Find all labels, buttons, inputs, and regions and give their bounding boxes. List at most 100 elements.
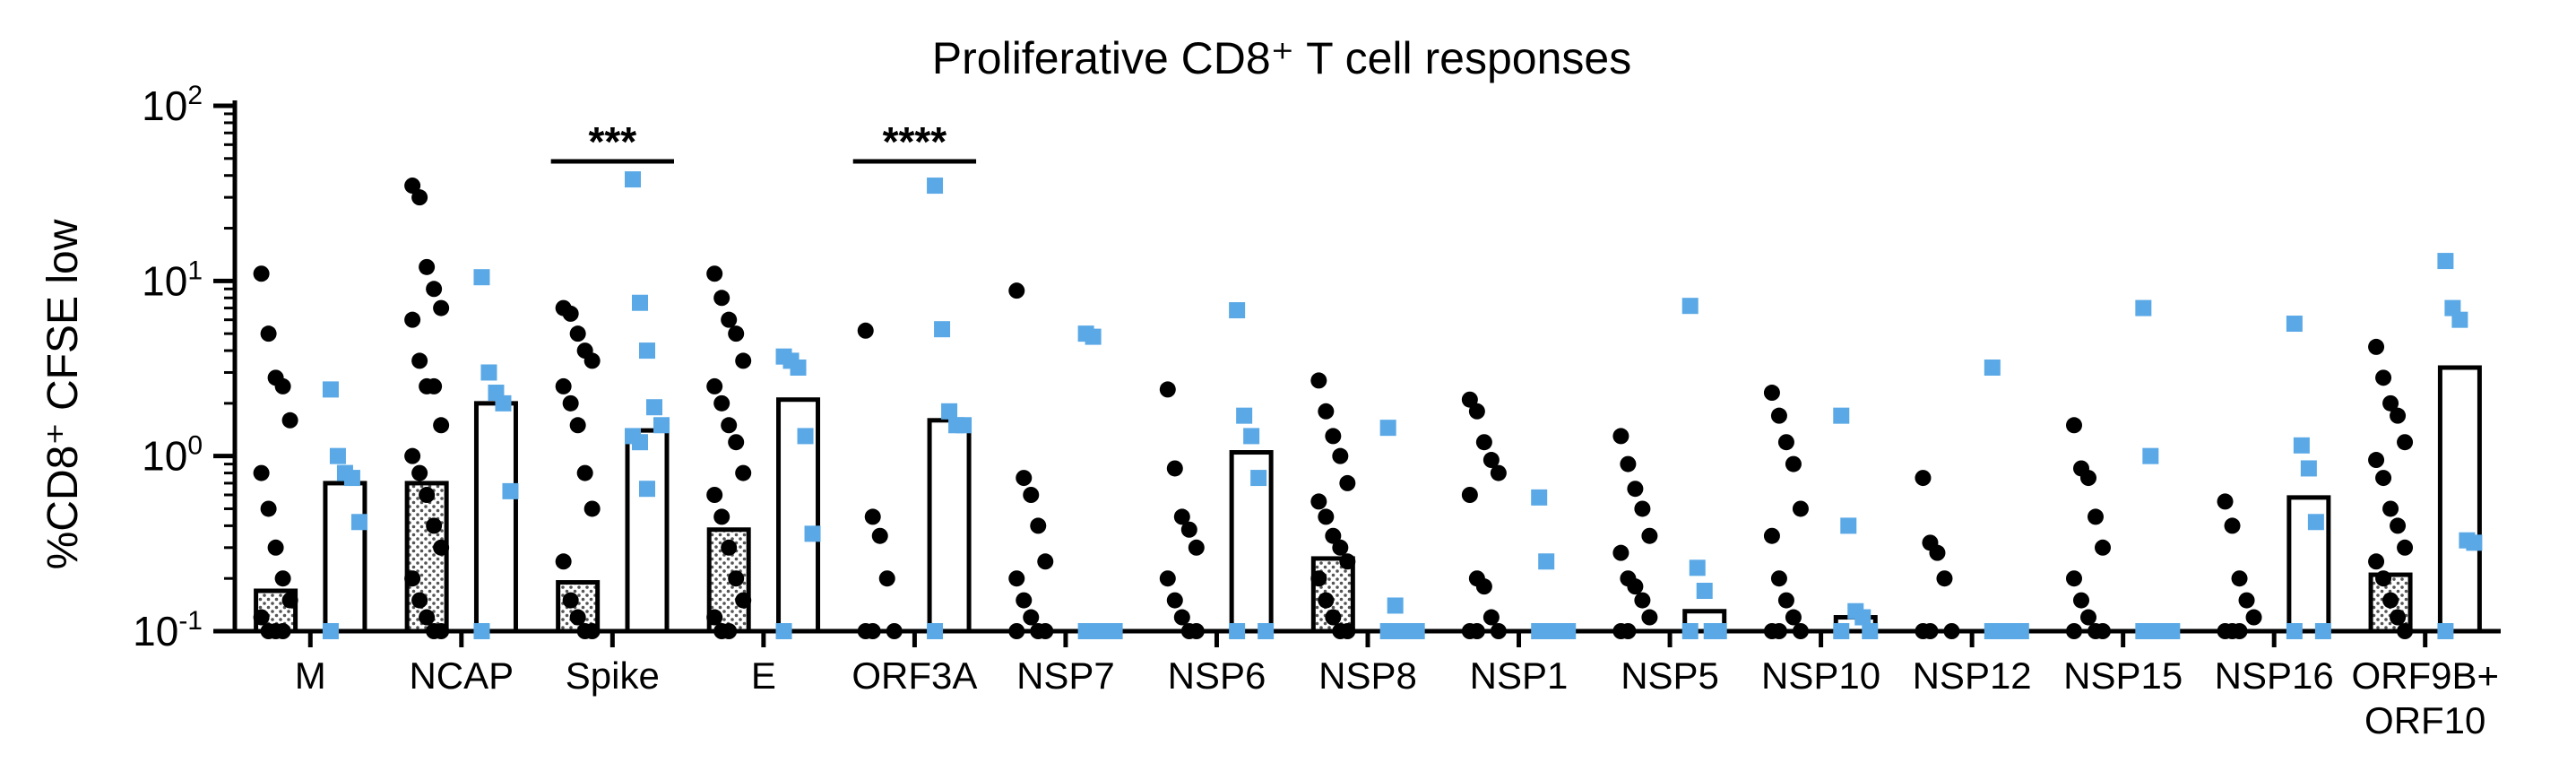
- x-tick-label-3: E: [751, 654, 776, 697]
- point-s1-6: [1258, 623, 1275, 639]
- point-s1-6: [1229, 302, 1246, 319]
- point-s0-7: [1325, 428, 1342, 445]
- point-s0-3: [735, 352, 752, 369]
- point-s0-0: [274, 570, 291, 587]
- point-s0-10: [1792, 500, 1809, 517]
- point-s0-14: [2368, 338, 2385, 355]
- point-s0-5: [1030, 517, 1047, 534]
- point-s0-4: [878, 570, 895, 587]
- chart-title: Proliferative CD8⁺ T cell responses: [932, 33, 1631, 83]
- point-s0-3: [721, 623, 738, 639]
- point-s0-5: [1008, 282, 1025, 299]
- point-s1-3: [790, 359, 807, 376]
- point-s0-13: [2245, 609, 2262, 626]
- point-s0-4: [886, 623, 903, 639]
- point-s1-7: [1387, 597, 1404, 614]
- point-s1-7: [1379, 420, 1396, 437]
- point-s0-10: [1770, 407, 1787, 424]
- point-s0-12: [2073, 592, 2089, 609]
- point-s1-2: [632, 294, 648, 311]
- significance-label-0: ***: [588, 118, 636, 165]
- point-s1-5: [1077, 623, 1094, 639]
- point-s0-5: [1037, 623, 1054, 639]
- point-s0-9: [1612, 544, 1629, 561]
- point-s0-3: [706, 487, 723, 504]
- point-s1-5: [1106, 623, 1123, 639]
- point-s0-12: [2088, 508, 2104, 525]
- point-s1-8: [1531, 623, 1548, 639]
- point-s0-10: [1763, 527, 1780, 544]
- point-s0-2: [562, 394, 579, 412]
- bar-s1-0: [323, 481, 367, 634]
- point-s0-5: [1008, 623, 1025, 639]
- y-tick-label-0: 10-1: [133, 606, 203, 654]
- point-s0-5: [1008, 570, 1025, 587]
- point-s0-3: [721, 539, 738, 556]
- point-s0-13: [2224, 517, 2241, 534]
- point-s1-9: [1681, 623, 1699, 639]
- point-s0-5: [1023, 609, 1040, 626]
- point-s1-12: [2164, 623, 2181, 639]
- point-s1-6: [1229, 623, 1246, 639]
- point-s1-10: [1854, 609, 1871, 626]
- point-s0-12: [2066, 623, 2082, 639]
- point-s0-4: [857, 322, 874, 339]
- y-tick-label-3: 102: [142, 81, 203, 129]
- x-tick-label-11: NSP12: [1913, 654, 2032, 697]
- point-s0-8: [1475, 578, 1492, 595]
- point-s0-7: [1339, 623, 1356, 639]
- x-tick-label-12: NSP15: [2063, 654, 2183, 697]
- point-s0-9: [1641, 609, 1658, 626]
- point-s1-10: [1833, 407, 1850, 424]
- point-s0-7: [1310, 372, 1327, 389]
- point-s1-1: [473, 623, 490, 639]
- point-s0-14: [2397, 434, 2414, 451]
- point-s0-1: [404, 570, 421, 587]
- point-s0-4: [864, 623, 881, 639]
- x-tick-label-7: NSP8: [1318, 654, 1417, 697]
- point-s0-2: [562, 305, 579, 322]
- point-s0-0: [274, 623, 291, 639]
- point-s1-4: [927, 178, 944, 195]
- point-s0-3: [713, 290, 730, 307]
- point-s0-1: [404, 178, 421, 195]
- point-s1-1: [495, 394, 512, 412]
- point-s0-0: [267, 539, 284, 556]
- point-s0-2: [562, 592, 579, 609]
- point-s0-11: [1922, 623, 1939, 639]
- point-s0-2: [569, 417, 586, 434]
- point-s0-6: [1188, 623, 1205, 639]
- point-s0-7: [1318, 508, 1335, 525]
- point-s1-9: [1696, 582, 1713, 599]
- point-s1-2: [632, 434, 648, 451]
- point-s0-3: [706, 377, 723, 394]
- point-s0-8: [1468, 403, 1485, 420]
- point-s0-6: [1159, 381, 1176, 398]
- point-s1-0: [343, 470, 360, 487]
- point-s1-14: [2437, 623, 2454, 639]
- point-s1-4: [955, 417, 972, 434]
- point-s1-13: [2307, 514, 2324, 531]
- point-s0-8: [1468, 623, 1485, 639]
- point-s1-2: [639, 342, 655, 360]
- point-s0-14: [2397, 623, 2414, 639]
- point-s0-1: [433, 539, 450, 556]
- point-s1-3: [775, 623, 792, 639]
- point-s1-9: [1689, 559, 1706, 576]
- point-s0-10: [1763, 385, 1780, 402]
- point-s0-3: [713, 508, 730, 525]
- point-s1-12: [2135, 623, 2152, 639]
- point-s0-0: [260, 500, 277, 517]
- point-s1-10: [1862, 623, 1879, 639]
- x-tick-label-2: Spike: [566, 654, 660, 697]
- point-s0-9: [1627, 578, 1644, 595]
- point-s1-12: [2135, 299, 2152, 316]
- point-s0-2: [569, 325, 586, 342]
- point-s1-6: [1236, 407, 1253, 424]
- point-s0-3: [706, 609, 723, 626]
- point-s0-12: [2095, 539, 2111, 556]
- point-s0-7: [1310, 570, 1327, 587]
- point-s0-5: [1037, 553, 1054, 570]
- y-axis-label: %CD8⁺ CFSE low: [39, 219, 87, 569]
- point-s0-1: [411, 352, 428, 369]
